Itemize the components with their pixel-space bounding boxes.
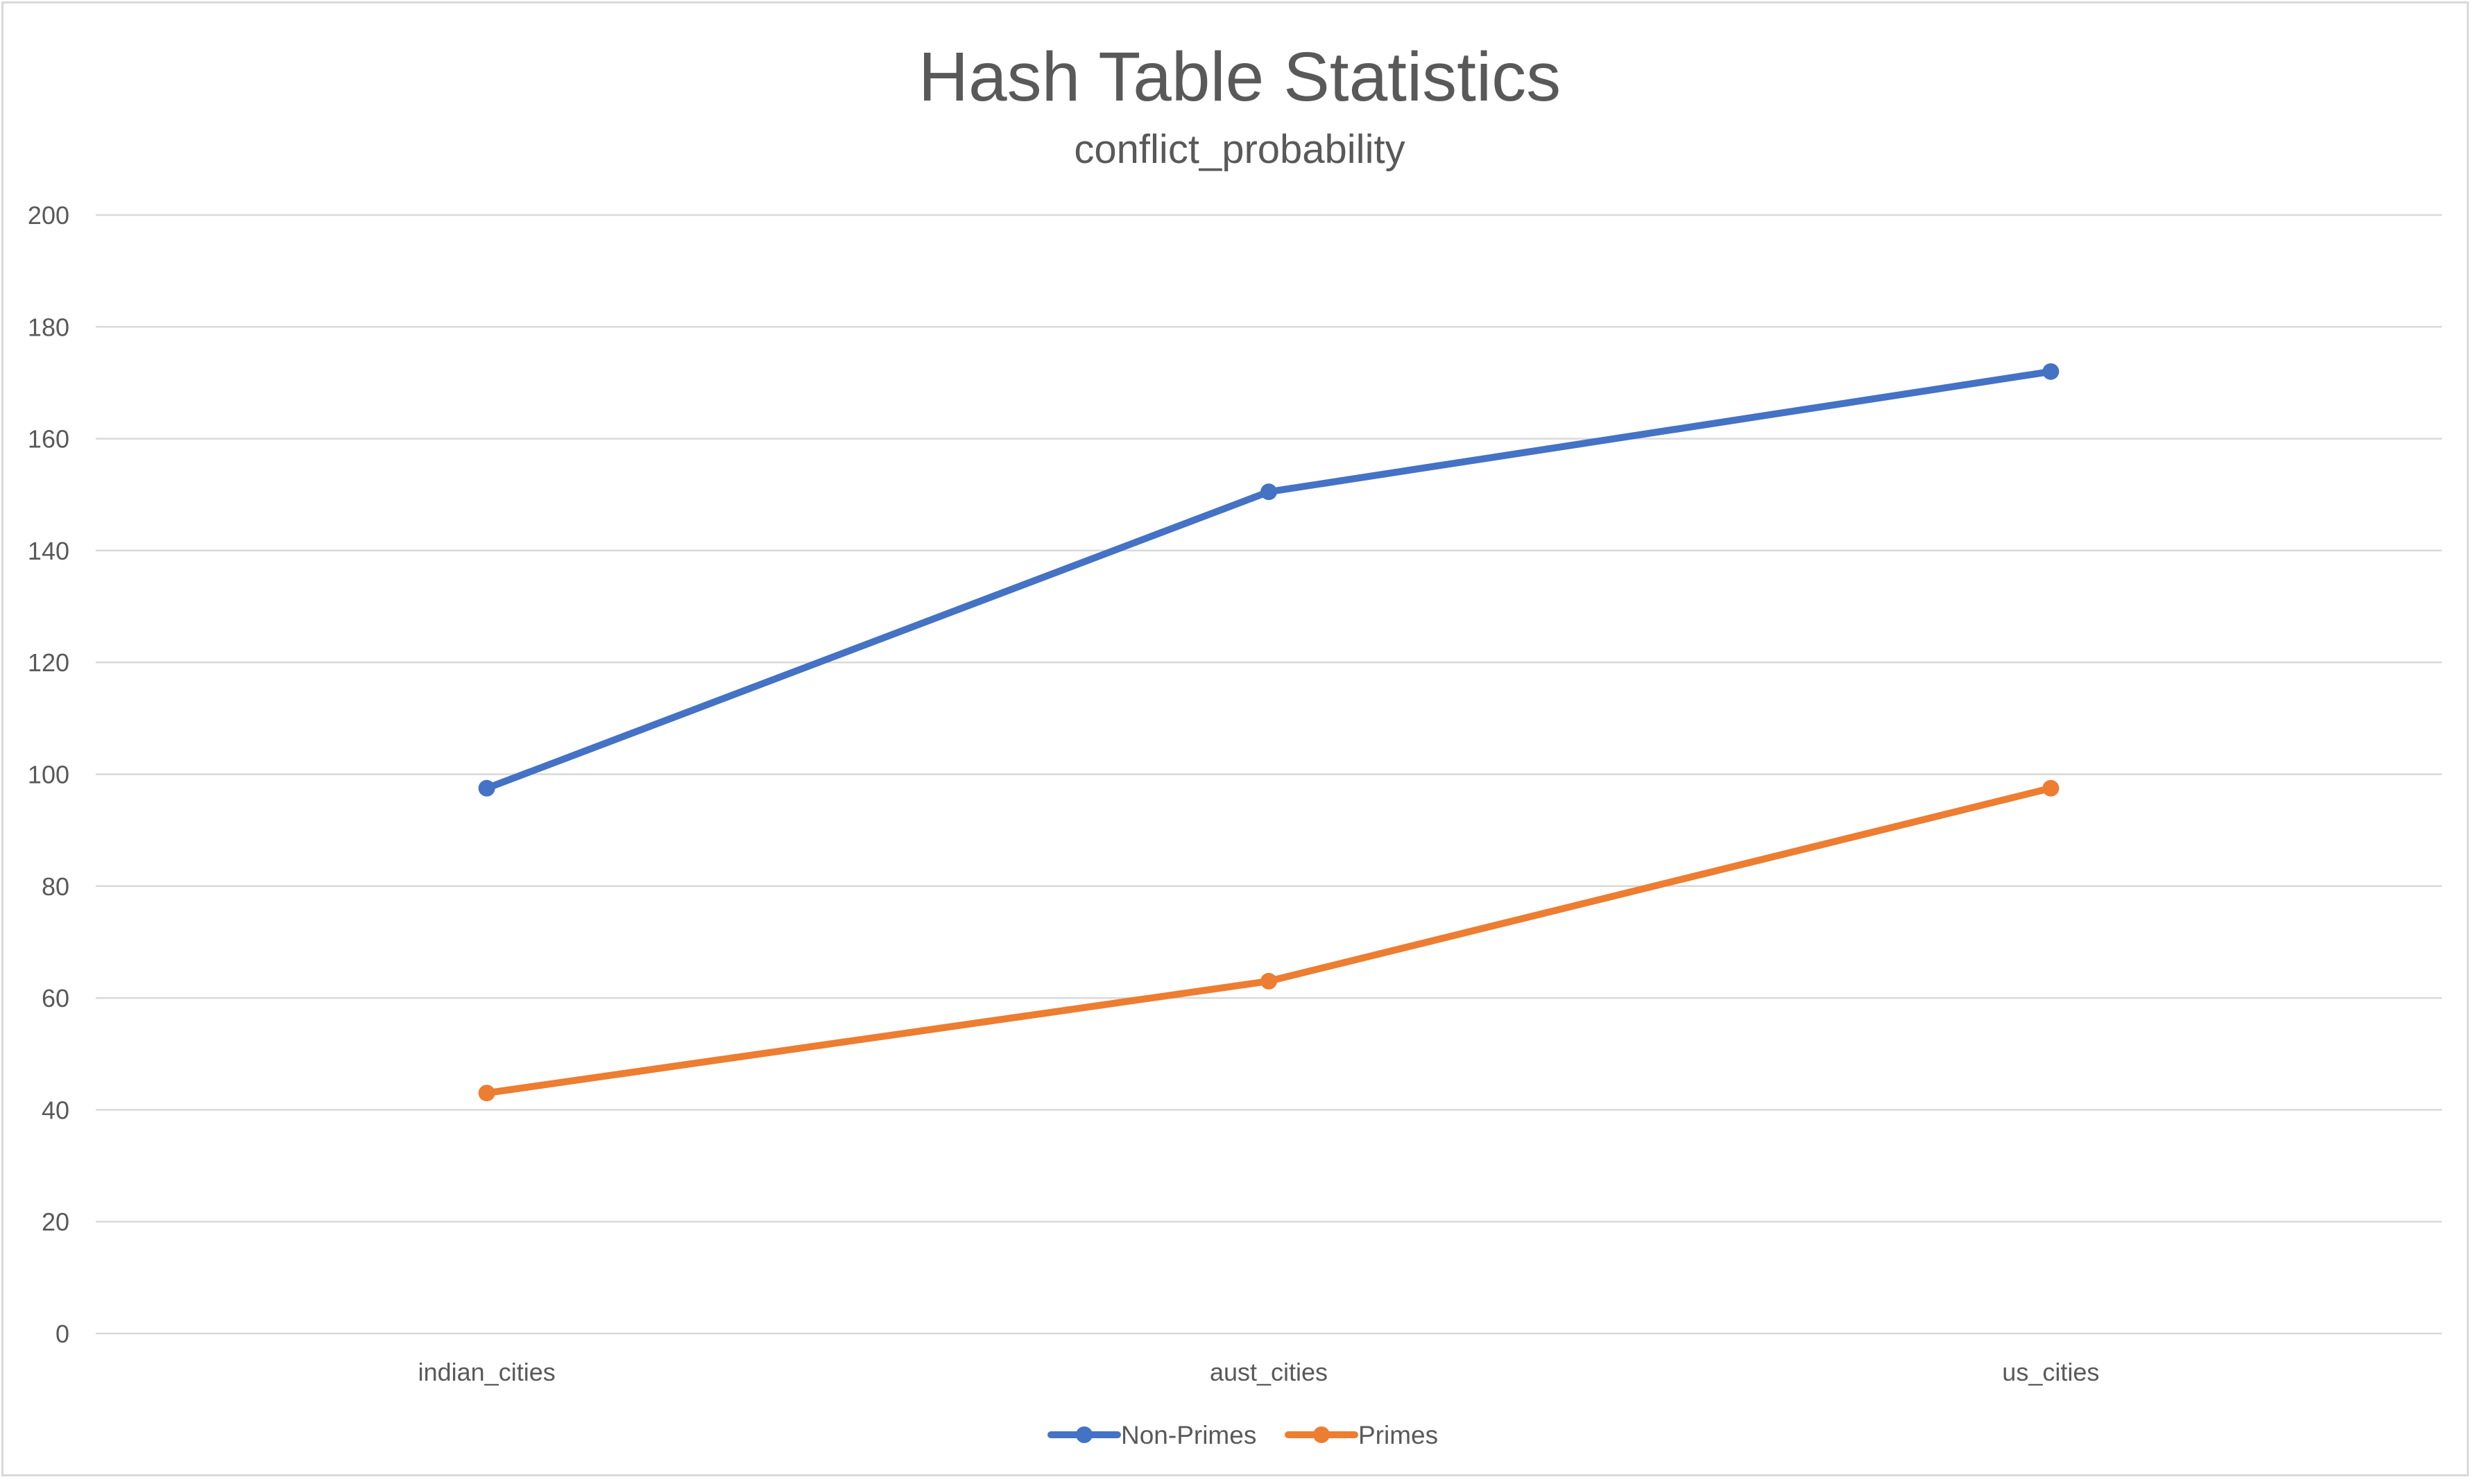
legend: Non-Primes Primes: [1047, 1421, 1438, 1449]
data-point: [1260, 483, 1277, 501]
y-tick-label: 100: [28, 761, 69, 789]
line-chart: Hash Table Statistics conflict_probabili…: [28, 38, 2442, 1449]
y-tick-label: 160: [28, 425, 69, 454]
series-lines: [478, 363, 2060, 1102]
y-tick-label: 140: [28, 537, 69, 565]
y-tick-label: 120: [28, 648, 69, 677]
y-tick-label: 200: [28, 201, 69, 230]
data-point: [2042, 363, 2060, 380]
y-tick-label: 60: [42, 984, 69, 1012]
x-tick-label: indian_cities: [418, 1358, 556, 1386]
data-point: [2042, 779, 2060, 797]
data-point: [1260, 972, 1277, 990]
legend-marker: [1076, 1426, 1093, 1443]
x-axis-tick-labels: indian_cities aust_cities us_cities: [418, 1358, 2100, 1386]
legend-label: Primes: [1358, 1421, 1438, 1449]
y-tick-label: 20: [42, 1208, 69, 1236]
y-axis-tick-labels: 0 20 40 60 80 100 120 140 160 180 200: [28, 201, 69, 1348]
chart-subtitle: conflict_probability: [1074, 127, 1405, 172]
legend-label: Non-Primes: [1121, 1421, 1256, 1449]
series-line-primes: [483, 784, 2055, 1097]
x-tick-label: us_cities: [2002, 1358, 2099, 1386]
gridlines: [96, 214, 2442, 1335]
y-tick-label: 0: [55, 1320, 69, 1348]
x-tick-label: aust_cities: [1210, 1358, 1328, 1386]
y-tick-label: 40: [42, 1096, 69, 1124]
y-tick-label: 180: [28, 313, 69, 341]
data-point: [478, 1085, 495, 1102]
data-point: [478, 779, 495, 797]
series-line-non-primes: [483, 368, 2055, 792]
legend-marker: [1313, 1426, 1330, 1443]
y-tick-label: 80: [42, 872, 69, 901]
chart-title: Hash Table Statistics: [918, 38, 1561, 116]
